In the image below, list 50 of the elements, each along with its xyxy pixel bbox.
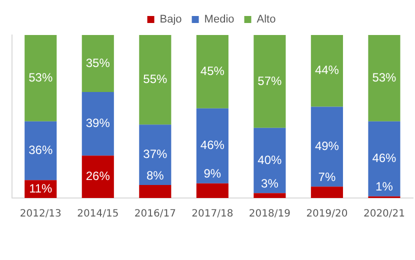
data-label: 46% [372, 151, 397, 166]
x-tick-label: 2020/21 [363, 208, 405, 220]
legend-label: Bajo [160, 14, 182, 26]
data-label: 3% [261, 176, 279, 190]
x-tick-label: 2014/15 [77, 208, 119, 220]
bar [254, 193, 286, 198]
data-label: 53% [28, 70, 53, 85]
data-label: 39% [86, 116, 110, 130]
bar [24, 35, 57, 122]
data-label: 55% [143, 72, 168, 86]
bar [196, 183, 228, 198]
data-label: 11% [29, 181, 53, 196]
bar [82, 92, 114, 156]
bar [310, 186, 343, 198]
bar [196, 35, 228, 108]
x-tick-label: 2018/19 [248, 208, 290, 220]
data-label: 49% [314, 138, 340, 153]
data-label: 35% [86, 56, 110, 70]
bar [82, 156, 114, 198]
data-label: 53% [372, 70, 397, 85]
bar [368, 121, 400, 196]
bar [24, 121, 57, 180]
bar [254, 128, 286, 194]
x-tick-label: 2016/17 [134, 208, 176, 220]
data-label: 36% [28, 143, 53, 158]
data-label: 46% [200, 138, 225, 152]
bar [82, 35, 114, 92]
x-tick-label: 2017/18 [192, 208, 234, 220]
bar [310, 106, 343, 187]
x-tick-label: 2012/13 [20, 208, 62, 220]
x-tick-label: 2019/20 [306, 208, 348, 220]
data-label: 8% [146, 168, 164, 182]
data-label: 44% [314, 63, 340, 78]
data-label: 40% [258, 152, 282, 167]
bar [254, 35, 286, 128]
legend-label: Alto [256, 14, 276, 26]
bar [139, 35, 172, 125]
data-label: 57% [258, 74, 282, 88]
bar [196, 108, 228, 184]
data-label: 7% [318, 170, 336, 184]
bar [310, 35, 343, 107]
bar [139, 124, 172, 185]
data-label: 26% [86, 169, 110, 184]
legend-label: Medio [204, 14, 234, 26]
data-label: 45% [200, 64, 225, 78]
data-label: 9% [204, 166, 222, 181]
bar [368, 35, 400, 122]
data-label: 37% [143, 147, 168, 162]
bar [139, 184, 172, 198]
data-label: 1% [376, 180, 394, 194]
